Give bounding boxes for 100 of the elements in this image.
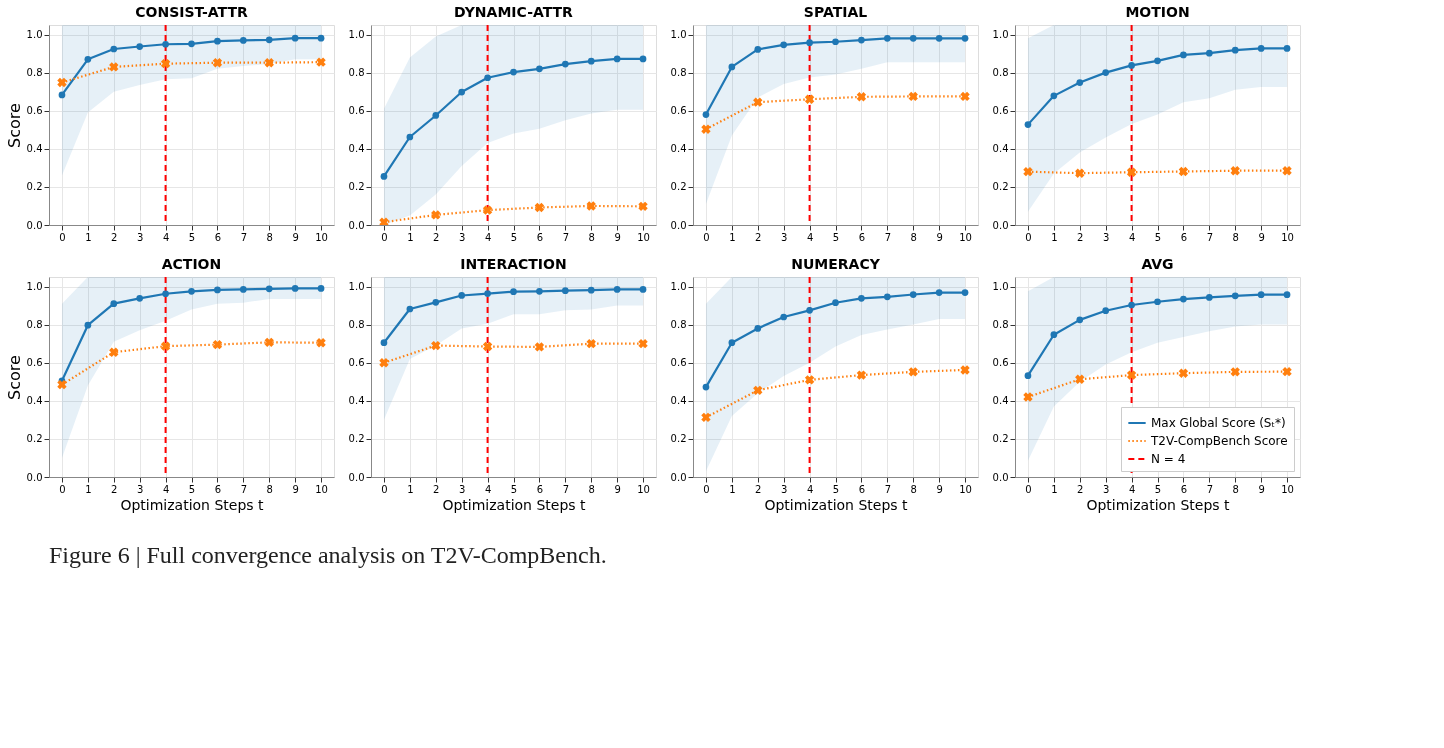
point <box>458 292 466 299</box>
x-tick-label: 2 <box>433 231 440 243</box>
x-tick-label: 9 <box>614 231 621 243</box>
y-tick-label: 0.2 <box>26 181 43 193</box>
y-tick-label: 0.0 <box>992 471 1009 483</box>
point <box>1178 368 1189 378</box>
x-tick-label: 7 <box>562 483 570 495</box>
point <box>1283 291 1291 299</box>
point <box>109 347 119 357</box>
x-tick-label: 5 <box>1154 483 1162 495</box>
x-tick-label: 1 <box>1051 231 1058 243</box>
point <box>291 34 299 42</box>
point <box>1230 166 1240 176</box>
y-axis-title: Score <box>4 103 24 148</box>
x-tick-label: 7 <box>562 231 570 243</box>
x-tick-label: 1 <box>729 231 736 243</box>
point <box>1023 166 1033 177</box>
point <box>239 286 247 293</box>
x-tick-label: 3 <box>1102 483 1110 495</box>
x-tick-label: 5 <box>188 231 196 243</box>
y-tick-label: 0.4 <box>670 395 687 407</box>
point <box>110 300 118 308</box>
point <box>162 40 169 48</box>
x-tick-label: 7 <box>240 483 248 495</box>
x-tick-label: 7 <box>884 483 892 495</box>
point <box>84 55 92 63</box>
y-tick-label: 1.0 <box>348 281 365 293</box>
x-axis-title: Optimization Steps t <box>442 496 587 513</box>
point <box>188 40 195 48</box>
chart-title: INTERACTION <box>460 256 567 272</box>
point <box>728 63 736 71</box>
y-tick-label: 1.0 <box>670 281 687 293</box>
point <box>1283 45 1291 52</box>
y-tick-label: 0.0 <box>670 471 687 483</box>
y-tick-label: 1.0 <box>992 281 1009 293</box>
point <box>701 412 711 423</box>
x-tick-label: 3 <box>780 483 788 495</box>
x-tick-label: 5 <box>188 483 196 495</box>
x-tick-label: 0 <box>381 231 388 243</box>
x-tick-label: 8 <box>266 231 273 243</box>
point <box>214 37 221 45</box>
x-tick-label: 6 <box>536 231 544 243</box>
y-tick-label: 0.8 <box>348 319 365 331</box>
x-tick-label: 2 <box>1077 231 1084 243</box>
point <box>1205 294 1213 301</box>
point <box>909 34 917 42</box>
point <box>57 379 67 390</box>
point <box>780 41 788 49</box>
point <box>754 325 762 332</box>
point <box>960 365 970 375</box>
x-tick-label: 10 <box>959 483 972 495</box>
x-tick-label: 6 <box>1180 483 1188 495</box>
point <box>212 339 223 350</box>
point <box>1126 167 1137 177</box>
x-tick-label: 8 <box>266 483 273 495</box>
point <box>212 58 223 68</box>
point <box>883 293 891 301</box>
point <box>1282 366 1292 377</box>
point <box>728 339 736 347</box>
ref-line-label: N = 4 <box>1151 452 1186 466</box>
x-tick-label: 0 <box>703 483 710 495</box>
x-tick-label: 3 <box>458 483 466 495</box>
x-tick-label: 8 <box>1232 483 1239 495</box>
y-tick-label: 0.4 <box>348 395 365 407</box>
legend-label: Max Global Score (Sₜ*) <box>1151 416 1286 430</box>
x-tick-label: 2 <box>433 483 440 495</box>
x-tick-label: 5 <box>832 231 840 243</box>
x-tick-label: 1 <box>85 483 92 495</box>
point <box>432 112 440 119</box>
point <box>1102 307 1110 315</box>
point <box>188 287 195 295</box>
x-tick-label: 10 <box>637 483 650 495</box>
y-tick-label: 0.2 <box>992 433 1009 445</box>
x-axis-title: Optimization Steps t <box>764 496 909 513</box>
x-tick-label: 10 <box>315 483 328 495</box>
x-tick-label: 9 <box>936 231 943 243</box>
point <box>162 290 169 298</box>
point <box>858 36 865 44</box>
x-axis-title: Optimization Steps t <box>120 496 265 513</box>
point <box>458 88 466 96</box>
point <box>935 289 943 296</box>
point <box>856 92 867 102</box>
point <box>110 45 118 53</box>
y-tick-label: 0.4 <box>670 143 687 155</box>
point <box>1023 392 1033 402</box>
y-tick-label: 0.4 <box>348 143 365 155</box>
point <box>639 55 647 63</box>
point <box>1050 331 1058 339</box>
x-tick-label: 8 <box>1232 231 1239 243</box>
y-tick-label: 0.6 <box>26 357 43 369</box>
point <box>1180 51 1187 59</box>
point <box>1128 301 1135 309</box>
y-tick-label: 1.0 <box>26 281 43 293</box>
x-tick-label: 4 <box>806 483 814 495</box>
x-tick-label: 8 <box>910 483 917 495</box>
x-tick-label: 4 <box>1128 231 1136 243</box>
point <box>1075 168 1085 178</box>
point <box>58 91 66 99</box>
point <box>613 286 621 293</box>
point <box>431 340 441 351</box>
